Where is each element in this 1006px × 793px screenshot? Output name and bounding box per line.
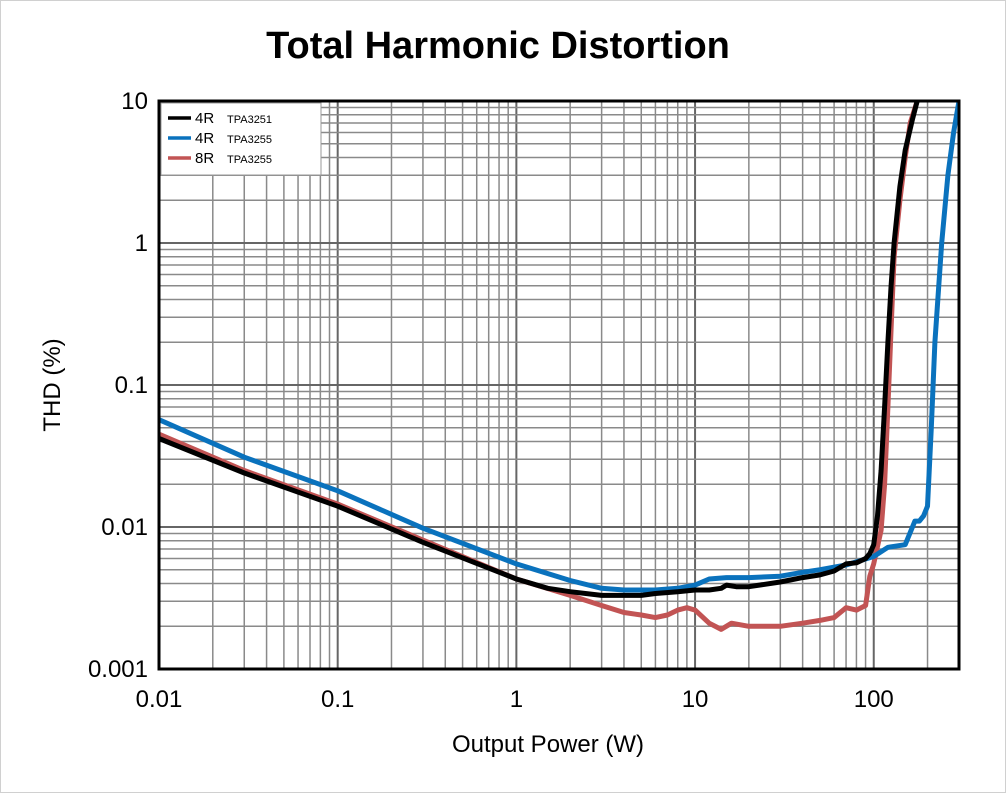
x-tick-label: 0.01 [136,686,183,713]
legend-label: 4R [195,130,214,147]
series-layer [159,101,959,632]
x-tick-label: 0.1 [321,686,354,713]
legend-sublabel: TPA3255 [227,154,272,166]
y-tick-label: 0.01 [101,514,148,541]
legend: 4R TPA3251 4R TPA3255 8R TPA3255 [160,102,322,176]
legend-sublabel: TPA3251 [227,114,272,126]
x-tick-label: 10 [682,686,709,713]
series-line-0 [159,101,920,598]
x-axis-ticks: 0.01 0.1 1 10 100 [136,686,894,713]
x-axis-label: Output Power (W) [452,731,644,758]
legend-label: 4R [195,110,214,127]
y-tick-label: 10 [121,88,148,115]
series-line-2 [159,101,920,632]
y-tick-label: 1 [135,230,148,257]
y-tick-label: 0.1 [115,372,148,399]
series-line-1 [159,101,959,593]
y-axis-ticks: 0.001 0.01 0.1 1 10 [88,88,148,683]
y-axis-label: THD (%) [39,338,66,431]
y-tick-label: 0.001 [88,656,148,683]
grid-lines [159,101,959,669]
legend-sublabel: TPA3255 [227,134,272,146]
chart-title: Total Harmonic Distortion [266,25,730,67]
x-tick-label: 100 [854,686,894,713]
plot-border [157,99,961,671]
legend-label: 8R [195,150,214,167]
x-tick-label: 1 [510,686,523,713]
